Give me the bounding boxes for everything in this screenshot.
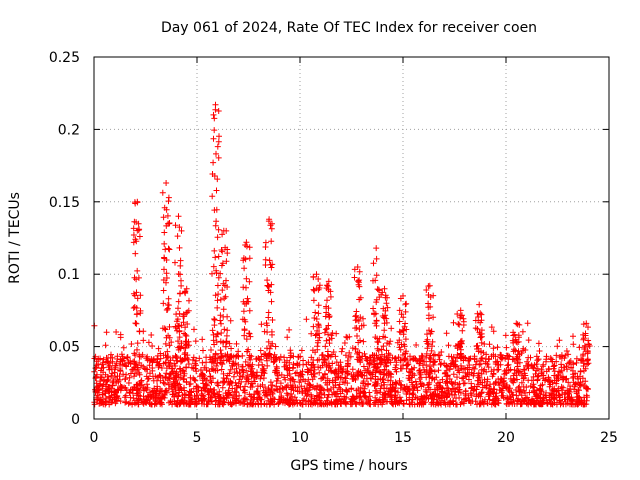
y-tick-label: 0.1 bbox=[58, 267, 80, 283]
chart-title: Day 061 of 2024, Rate Of TEC Index for r… bbox=[161, 20, 537, 36]
x-tick-label: 25 bbox=[600, 430, 618, 446]
x-tick-label: 0 bbox=[90, 430, 99, 446]
x-axis-label: GPS time / hours bbox=[290, 458, 407, 474]
tick-layer: 0 5 10 15 20 25 0 0.05 0.1 0.15 0.2 0.25 bbox=[49, 50, 618, 446]
y-tick-label: 0.25 bbox=[49, 50, 80, 66]
x-tick-label: 15 bbox=[394, 430, 412, 446]
roti-points bbox=[91, 101, 593, 408]
data-points bbox=[91, 101, 593, 408]
x-tick-label: 10 bbox=[291, 430, 309, 446]
plot-frame bbox=[93, 56, 610, 420]
x-tick-label: 20 bbox=[497, 430, 515, 446]
grid-layer bbox=[94, 57, 609, 419]
y-tick-label: 0.15 bbox=[49, 195, 80, 211]
y-tick-label: 0 bbox=[71, 412, 80, 428]
y-tick-label: 0.2 bbox=[58, 122, 80, 138]
y-axis-label: ROTI / TECUs bbox=[7, 192, 23, 284]
y-tick-label: 0.05 bbox=[49, 340, 80, 356]
x-tick-label: 5 bbox=[193, 430, 202, 446]
